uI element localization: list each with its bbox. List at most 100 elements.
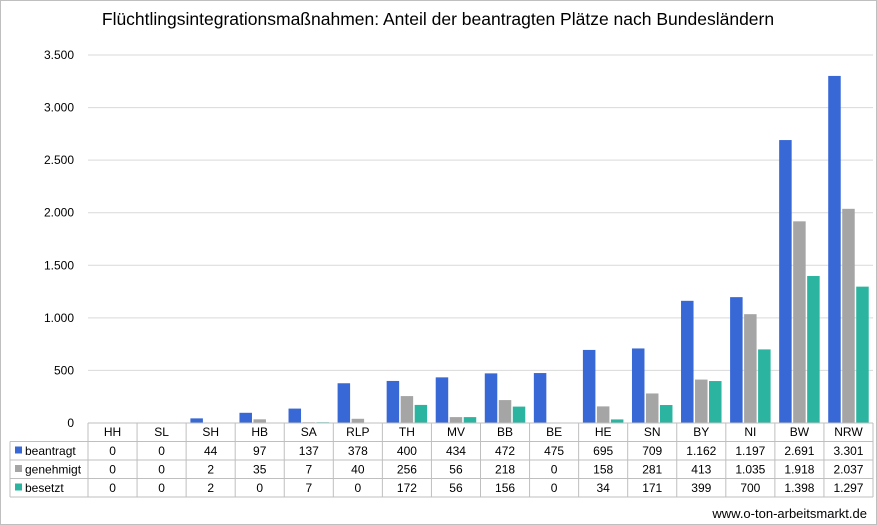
- category-label: MV: [447, 425, 465, 439]
- bar-besetzt-NI: [758, 349, 771, 423]
- bar-beantragt-BE: [533, 373, 547, 423]
- data-label: 137: [299, 444, 319, 458]
- bar-besetzt-HE: [610, 419, 624, 423]
- bar-genehmigt-BW: [793, 221, 806, 423]
- bar-genehmigt-SN: [645, 393, 659, 423]
- bar-beantragt-SN: [631, 348, 645, 423]
- data-label: 156: [495, 481, 515, 495]
- data-label: 700: [740, 481, 760, 495]
- data-label: 35: [253, 463, 267, 477]
- bar-besetzt-TH: [414, 404, 428, 423]
- bar-beantragt-SA: [288, 408, 302, 423]
- bar-besetzt-BB: [512, 406, 526, 423]
- data-label: 171: [642, 481, 662, 495]
- data-label: 0: [551, 481, 558, 495]
- data-label: 44: [204, 444, 218, 458]
- data-label: 0: [551, 463, 558, 477]
- category-label: HE: [595, 425, 612, 439]
- bar-genehmigt-MV: [449, 417, 463, 423]
- data-label: 256: [397, 463, 417, 477]
- y-tick-label: 1.500: [44, 258, 74, 272]
- data-label: 2: [207, 481, 214, 495]
- bar-beantragt-HE: [582, 349, 596, 423]
- bar-genehmigt-NI: [744, 314, 757, 423]
- bar-beantragt-TH: [386, 380, 400, 423]
- bar-beantragt-RLP: [337, 383, 351, 423]
- data-label: 434: [446, 444, 466, 458]
- data-label: 0: [109, 481, 116, 495]
- chart-title: Flüchtlingsintegrationsmaßnahmen: Anteil…: [101, 9, 775, 29]
- category-label: HB: [251, 425, 268, 439]
- legend-label: besetzt: [25, 481, 64, 495]
- data-label: 1.162: [686, 444, 716, 458]
- data-label: 97: [253, 444, 267, 458]
- data-label: 2: [207, 463, 214, 477]
- data-label: 1.035: [735, 463, 765, 477]
- data-label: 172: [397, 481, 417, 495]
- bar-genehmigt-BY: [695, 379, 708, 423]
- category-label: SH: [202, 425, 219, 439]
- data-label: 475: [544, 444, 564, 458]
- category-label: NI: [744, 425, 756, 439]
- category-label: RLP: [346, 425, 369, 439]
- bar-beantragt-SH: [190, 418, 203, 423]
- data-label: 0: [158, 463, 165, 477]
- bar-genehmigt-HE: [596, 406, 610, 423]
- bar-genehmigt-HB: [253, 419, 266, 423]
- bar-beantragt-MV: [435, 377, 449, 423]
- bar-beantragt-BB: [484, 373, 498, 423]
- data-label: 0: [256, 481, 263, 495]
- y-tick-label: 2.500: [44, 153, 74, 167]
- bar-besetzt-BW: [807, 276, 820, 423]
- data-label: 0: [355, 481, 362, 495]
- bar-beantragt-BY: [681, 300, 694, 423]
- category-label: SL: [154, 425, 169, 439]
- data-label: 2.037: [833, 463, 863, 477]
- data-label: 695: [593, 444, 613, 458]
- y-tick-label: 0: [67, 416, 74, 430]
- bar-besetzt-BY: [709, 381, 722, 423]
- data-label: 56: [449, 481, 463, 495]
- data-label: 378: [348, 444, 368, 458]
- data-label: 0: [158, 444, 165, 458]
- category-label: SN: [644, 425, 661, 439]
- bar-genehmigt-TH: [400, 396, 414, 423]
- bar-beantragt-BW: [779, 140, 792, 423]
- data-label: 218: [495, 463, 515, 477]
- data-label: 281: [642, 463, 662, 477]
- legend-key-beantragt: [15, 446, 22, 454]
- category-label: BE: [546, 425, 562, 439]
- legend-key-genehmigt: [15, 465, 22, 472]
- data-label: 56: [449, 463, 463, 477]
- bar-genehmigt-NRW: [842, 208, 855, 423]
- y-tick-label: 2.000: [44, 206, 74, 220]
- bar-besetzt-SN: [659, 405, 673, 423]
- bar-genehmigt-RLP: [351, 418, 365, 423]
- data-label: 3.301: [833, 444, 863, 458]
- data-label: 0: [158, 481, 165, 495]
- category-label: HH: [104, 425, 121, 439]
- data-label: 7: [305, 481, 312, 495]
- data-label: 472: [495, 444, 515, 458]
- data-label: 2.691: [784, 444, 814, 458]
- category-label: BB: [497, 425, 513, 439]
- data-label: 0: [109, 444, 116, 458]
- data-label: 0: [109, 463, 116, 477]
- bar-beantragt-NI: [730, 297, 743, 423]
- bar-beantragt-NRW: [828, 75, 841, 423]
- data-label: 1.398: [784, 481, 814, 495]
- bar-beantragt-HB: [239, 412, 252, 423]
- data-label: 1.297: [833, 481, 863, 495]
- data-label: 7: [305, 463, 312, 477]
- data-label: 709: [642, 444, 662, 458]
- data-label: 413: [691, 463, 711, 477]
- bar-besetzt-NRW: [856, 286, 869, 423]
- legend-key-besetzt: [15, 483, 22, 491]
- y-tick-label: 3.500: [44, 48, 74, 62]
- category-label: NRW: [834, 425, 863, 439]
- legend-label: beantragt: [25, 444, 76, 458]
- y-tick-label: 500: [54, 363, 74, 377]
- bar-besetzt-MV: [463, 417, 477, 423]
- data-label: 40: [351, 463, 365, 477]
